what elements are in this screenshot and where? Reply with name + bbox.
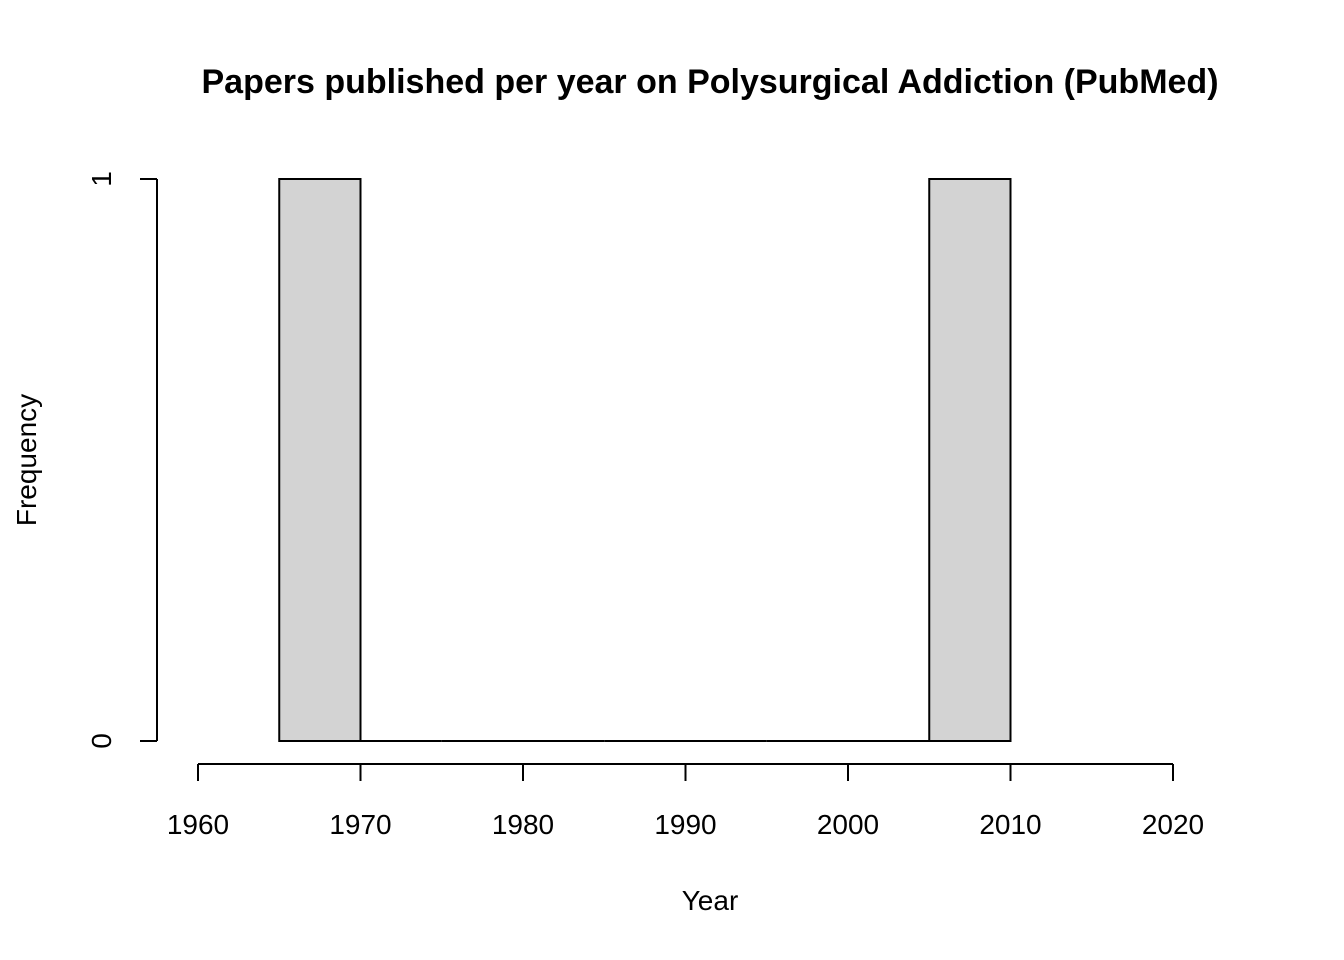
x-tick-label: 1960 bbox=[167, 809, 229, 840]
x-tick-label: 2000 bbox=[817, 809, 879, 840]
y-tick-label: 0 bbox=[86, 733, 117, 749]
y-axis: 01 bbox=[86, 171, 158, 749]
x-tick-label: 2010 bbox=[979, 809, 1041, 840]
bars-group bbox=[278, 178, 1012, 742]
chart-title: Papers published per year on Polysurgica… bbox=[201, 63, 1218, 101]
x-tick-label: 2020 bbox=[1142, 809, 1204, 840]
histogram-bar bbox=[278, 178, 362, 742]
y-tick-label: 1 bbox=[86, 171, 117, 187]
x-axis-label: Year bbox=[682, 885, 739, 916]
x-tick-label: 1970 bbox=[329, 809, 391, 840]
x-tick-label: 1990 bbox=[654, 809, 716, 840]
y-axis-label: Frequency bbox=[11, 394, 42, 526]
histogram-bar bbox=[928, 178, 1012, 742]
x-tick-label: 1980 bbox=[492, 809, 554, 840]
x-axis: 1960 1970 1980 1990 2000 2010 2020 bbox=[167, 763, 1204, 840]
